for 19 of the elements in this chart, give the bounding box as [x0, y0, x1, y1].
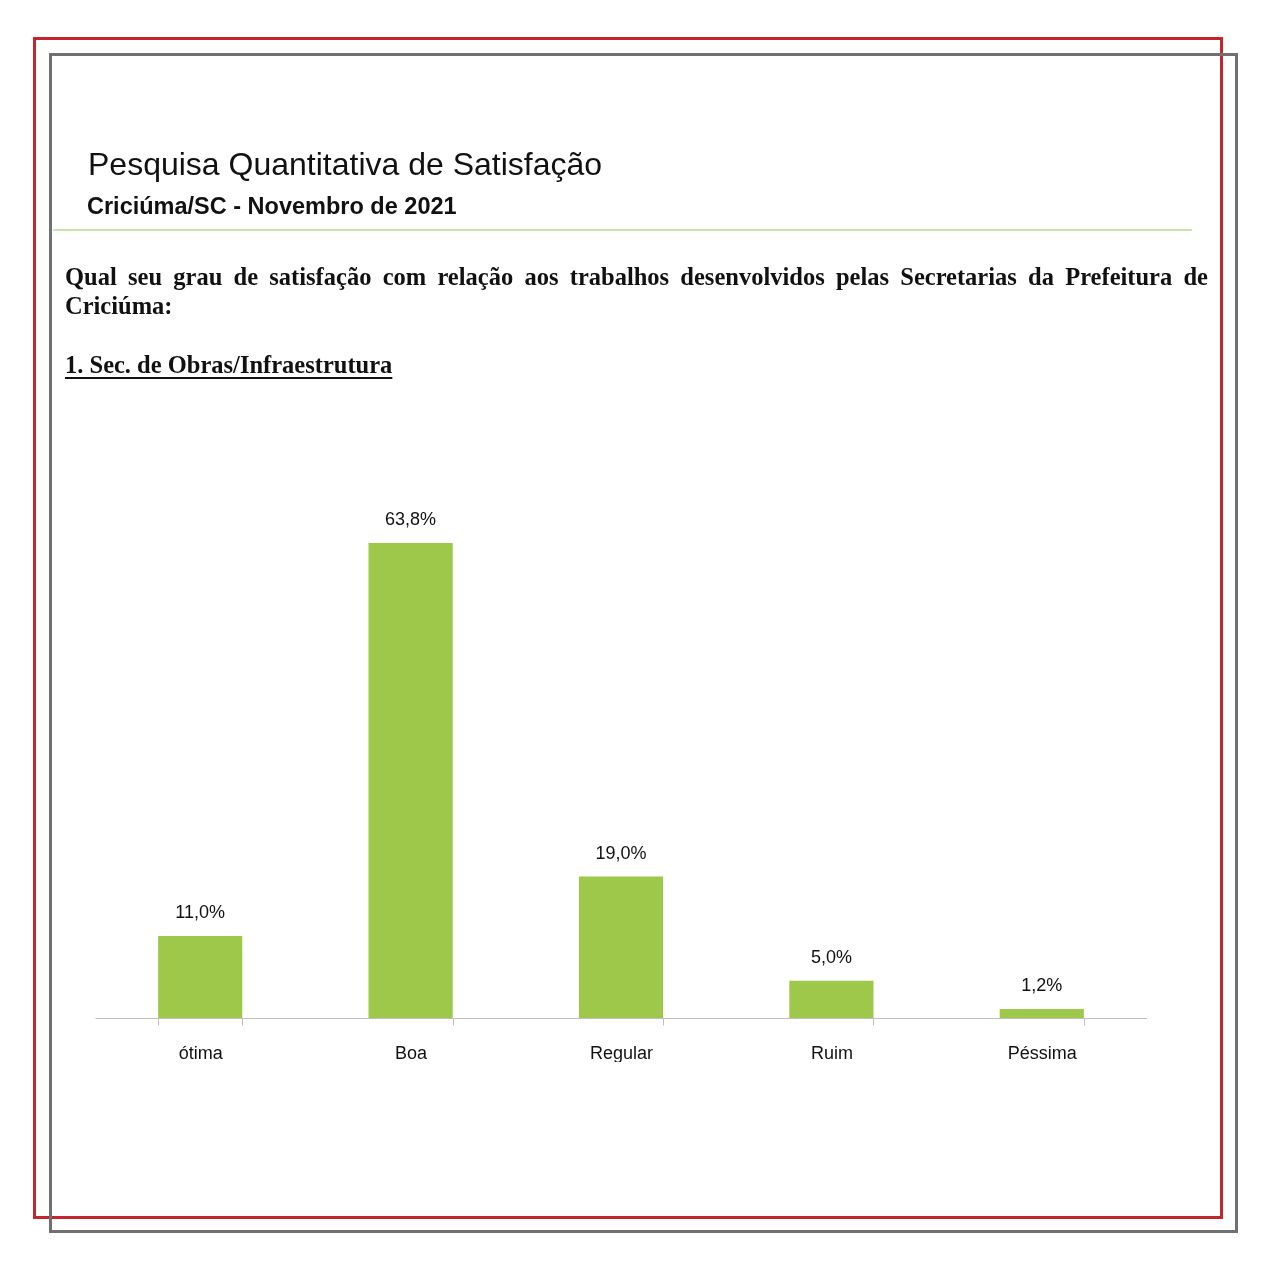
- x-tick-label: Péssima: [1007, 1042, 1078, 1063]
- x-tick-label: Boa: [395, 1042, 429, 1063]
- data-label: 5,0%: [810, 946, 852, 967]
- bar: [789, 980, 874, 1018]
- x-tick-label: Ruim: [810, 1042, 853, 1063]
- data-label: 19,0%: [595, 842, 647, 863]
- chart-title: Pesquisa Quantitativa de Satisfação: [88, 145, 603, 183]
- text: Qual seu grau de satisfação com relação aos trabalhos desenvolvidos pelas Secretarias da Prefeitura de Criciúma:: [65, 262, 1208, 320]
- bar: [578, 876, 664, 1018]
- x-tick-label: ótima: [178, 1042, 224, 1063]
- data-label: 1,2%: [1021, 975, 1063, 996]
- data-label: 11,0%: [175, 902, 226, 923]
- chart-subtitle: Criciúma/SC - Novembro de 2021: [87, 192, 457, 220]
- bar: [368, 542, 453, 1018]
- data-label: 63,8%: [385, 508, 437, 529]
- text: 1. Sec. de Obras/Infraestrutura: [65, 350, 393, 379]
- bar: [999, 1009, 1084, 1018]
- bar: [158, 936, 243, 1018]
- x-tick-label: Regular: [589, 1042, 654, 1063]
